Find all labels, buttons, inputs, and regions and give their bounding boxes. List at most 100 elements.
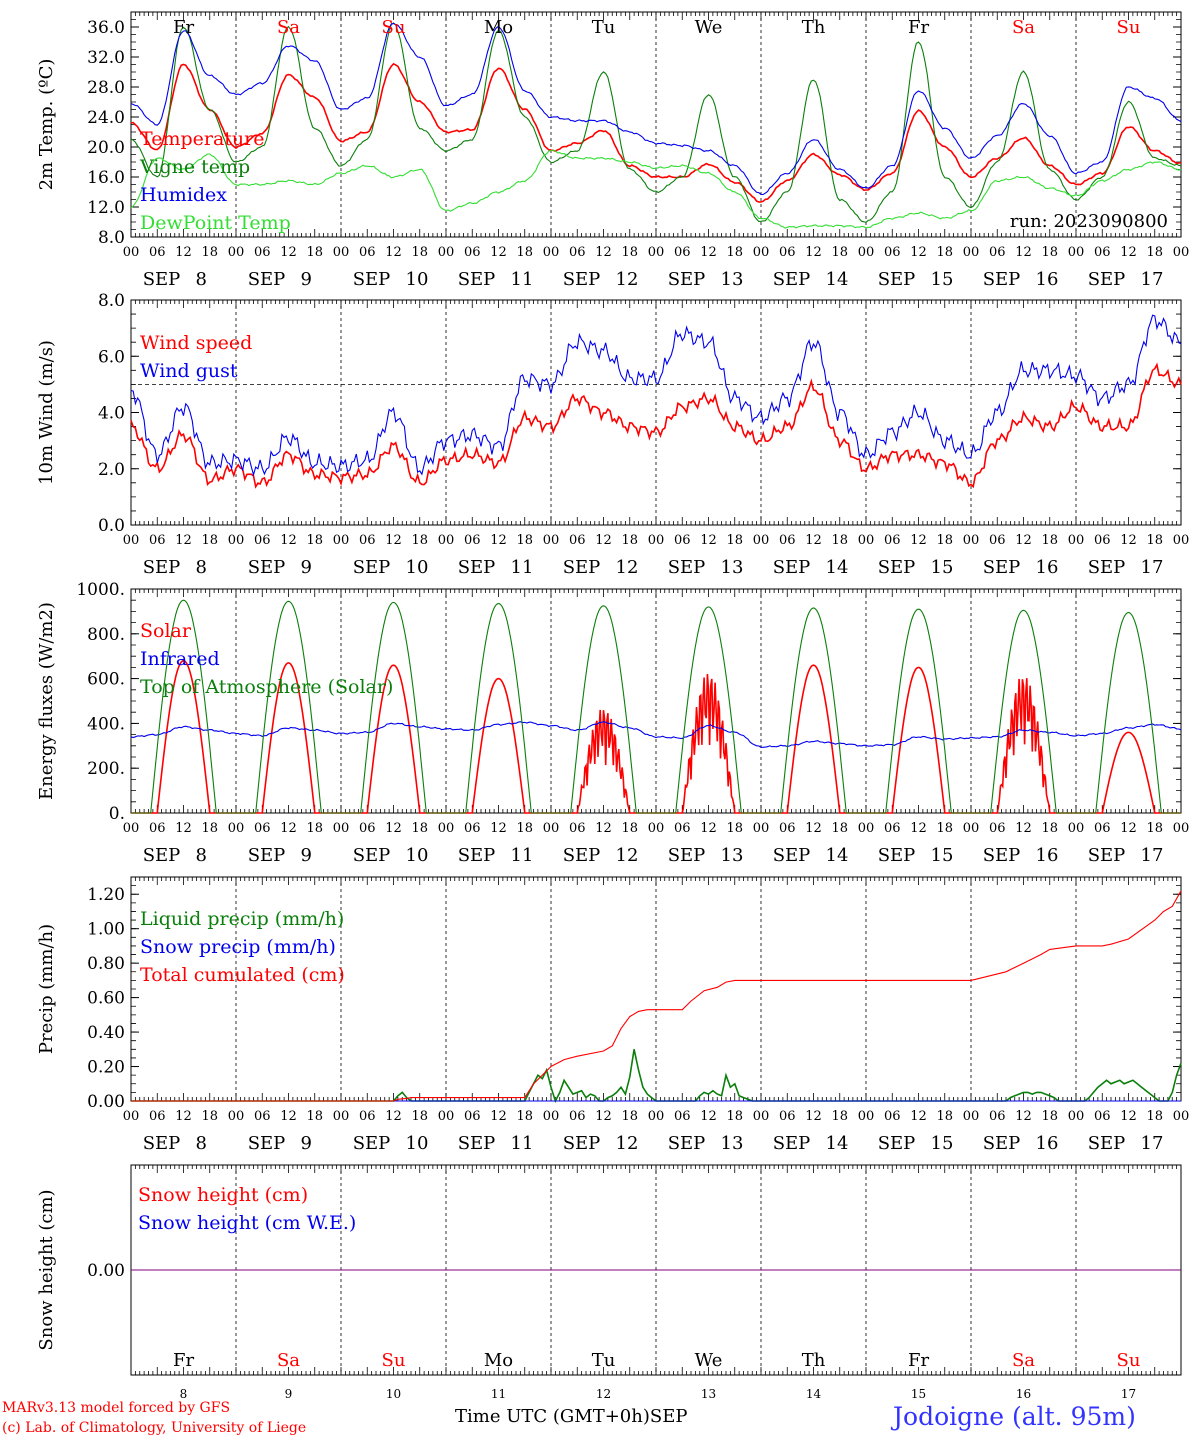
series-line-total-cumulated-cm- bbox=[131, 890, 1182, 1102]
hour-label: 00 bbox=[438, 533, 455, 548]
hour-label: 00 bbox=[963, 821, 980, 836]
date-month-label: SEP bbox=[563, 557, 601, 578]
y-tick-label: 28.0 bbox=[87, 78, 125, 98]
y-tick-label: 800. bbox=[87, 625, 125, 645]
date-month-label: SEP bbox=[143, 845, 181, 866]
weekday-label: Su bbox=[1117, 17, 1141, 38]
hour-label: 18 bbox=[411, 1109, 428, 1124]
hour-label: 12 bbox=[280, 533, 297, 548]
y-axis-label: 10m Wind (m/s) bbox=[36, 340, 57, 485]
hour-label: 06 bbox=[989, 1109, 1006, 1124]
date-label: 8 bbox=[180, 1387, 188, 1401]
hour-label: 06 bbox=[359, 821, 376, 836]
weekday-label: Tu bbox=[592, 17, 616, 38]
hour-label: 00 bbox=[1173, 533, 1190, 548]
hour-label: 18 bbox=[1146, 821, 1163, 836]
date-day-label: 16 bbox=[1036, 845, 1059, 866]
hour-label: 00 bbox=[333, 821, 350, 836]
y-axis-label: Precip (mm/h) bbox=[36, 924, 57, 1054]
weekday-label: Sa bbox=[1012, 1350, 1035, 1371]
hour-label: 18 bbox=[936, 245, 953, 260]
hour-label: 06 bbox=[149, 533, 166, 548]
hour-label: 00 bbox=[123, 1109, 140, 1124]
date-day-label: 11 bbox=[511, 269, 534, 290]
date-month-label: SEP bbox=[773, 557, 811, 578]
hour-label: 06 bbox=[359, 533, 376, 548]
hour-label: 06 bbox=[674, 821, 691, 836]
hour-label: 18 bbox=[306, 245, 323, 260]
legend-entry: Top of Atmosphere (Solar) bbox=[140, 676, 393, 698]
hour-label: 18 bbox=[831, 1109, 848, 1124]
hour-label: 12 bbox=[1015, 1109, 1032, 1124]
date-month-label: SEP bbox=[773, 845, 811, 866]
date-month-label: SEP bbox=[563, 269, 601, 290]
legend-entry: Snow height (cm W.E.) bbox=[138, 1212, 356, 1234]
hour-label: 00 bbox=[438, 245, 455, 260]
date-day-label: 9 bbox=[301, 269, 312, 290]
hour-label: 18 bbox=[621, 245, 638, 260]
hour-label: 00 bbox=[858, 245, 875, 260]
hour-label: 06 bbox=[464, 821, 481, 836]
date-day-label: 8 bbox=[196, 1133, 207, 1154]
date-day-label: 11 bbox=[511, 845, 534, 866]
date-day-label: 17 bbox=[1141, 269, 1164, 290]
date-label: 11 bbox=[491, 1387, 506, 1401]
hour-label: 18 bbox=[726, 533, 743, 548]
hour-label: 12 bbox=[385, 245, 402, 260]
hour-label: 12 bbox=[1120, 821, 1137, 836]
y-minor-ticks bbox=[131, 11, 1181, 238]
date-month-label: SEP bbox=[353, 845, 391, 866]
hour-label: 12 bbox=[385, 821, 402, 836]
hour-label: 12 bbox=[1120, 533, 1137, 548]
date-day-label: 15 bbox=[931, 1133, 954, 1154]
weekday-label: We bbox=[695, 17, 723, 38]
hour-label: 18 bbox=[1041, 821, 1058, 836]
hour-label: 12 bbox=[805, 245, 822, 260]
hour-label: 06 bbox=[359, 245, 376, 260]
date-day-label: 12 bbox=[616, 845, 639, 866]
hour-label: 12 bbox=[910, 533, 927, 548]
legend-entry: Vigne temp bbox=[139, 156, 250, 178]
hour-label: 06 bbox=[464, 1109, 481, 1124]
y-tick-label: 0.00 bbox=[87, 1092, 125, 1112]
weekday-label: Su bbox=[382, 1350, 406, 1371]
time-ticks bbox=[130, 12, 1182, 237]
hour-label: 06 bbox=[884, 245, 901, 260]
meteogram-panels: 8.0 12.0 16.0 20.0 24.0 28.0 32.0 36.0 2m Temp. … bbox=[36, 11, 1190, 1401]
weekday-label: Tu bbox=[592, 1350, 616, 1371]
hour-label: 18 bbox=[201, 533, 218, 548]
y-tick-label: 4.0 bbox=[98, 404, 125, 424]
hour-label: 18 bbox=[936, 533, 953, 548]
hour-label: 06 bbox=[569, 245, 586, 260]
date-day-label: 12 bbox=[616, 1133, 639, 1154]
hour-label: 12 bbox=[175, 821, 192, 836]
date-month-label: SEP bbox=[353, 269, 391, 290]
panel-rad: 0. 200. 400. 600. 800. 1000. Energy fluxes (W/… bbox=[36, 580, 1189, 866]
hour-label: 06 bbox=[254, 821, 271, 836]
date-label: 14 bbox=[806, 1387, 822, 1401]
date-month-label: SEP bbox=[563, 845, 601, 866]
y-tick-label: 0.80 bbox=[87, 954, 125, 974]
hour-label: 06 bbox=[149, 821, 166, 836]
date-day-label: 13 bbox=[721, 845, 744, 866]
hour-label: 12 bbox=[700, 245, 717, 260]
hour-label: 00 bbox=[753, 821, 770, 836]
hour-label: 12 bbox=[175, 245, 192, 260]
hour-label: 06 bbox=[149, 245, 166, 260]
hour-label: 00 bbox=[543, 245, 560, 260]
date-month-label: SEP bbox=[143, 1133, 181, 1154]
hour-label: 00 bbox=[228, 533, 245, 548]
hour-label: 12 bbox=[595, 533, 612, 548]
hour-label: 06 bbox=[359, 1109, 376, 1124]
date-month-label: SEP bbox=[1088, 557, 1126, 578]
hour-label: 00 bbox=[858, 1109, 875, 1124]
date-label: 10 bbox=[386, 1387, 401, 1401]
date-month-label: SEP bbox=[878, 557, 916, 578]
hour-label: 18 bbox=[726, 1109, 743, 1124]
date-day-label: 11 bbox=[511, 557, 534, 578]
hour-label: 06 bbox=[1094, 533, 1111, 548]
date-month-label: SEP bbox=[458, 1133, 496, 1154]
date-day-label: 9 bbox=[301, 845, 312, 866]
series-line-infrared bbox=[130, 721, 1182, 748]
series-line-wind-gust bbox=[130, 314, 1182, 477]
